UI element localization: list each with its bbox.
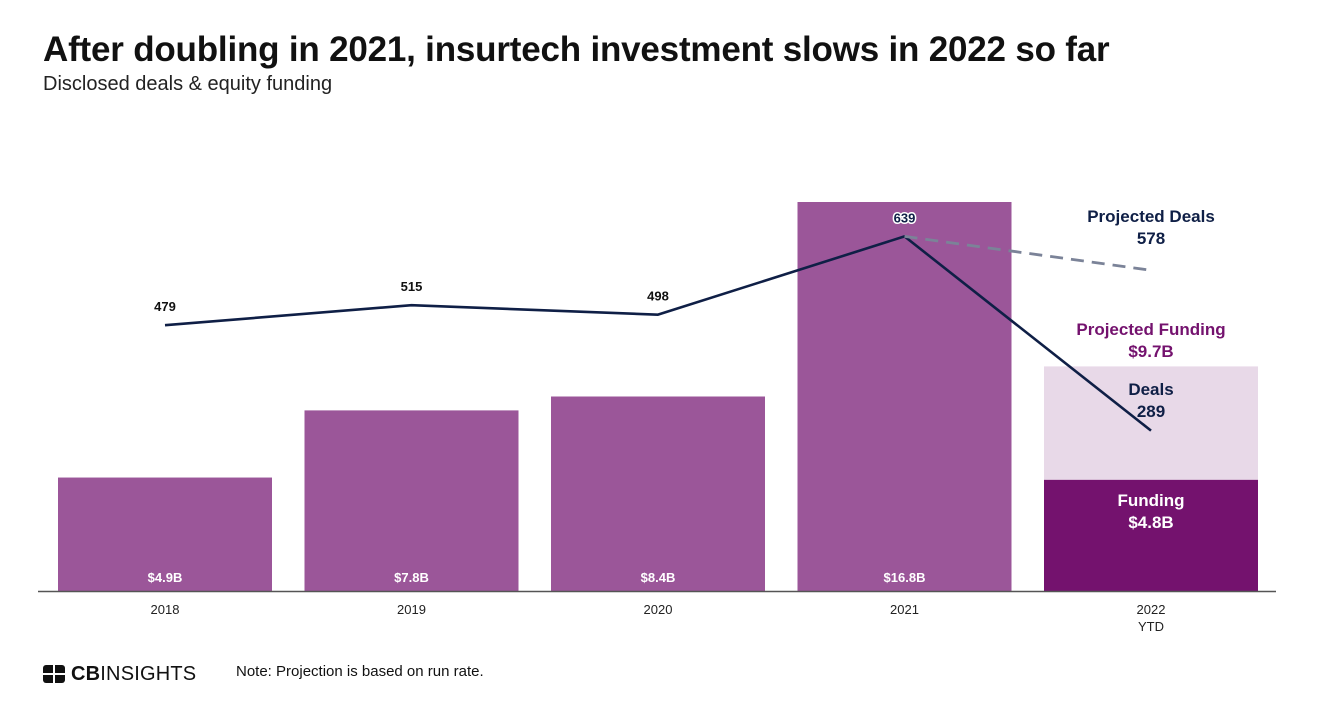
funding-bar-2021 bbox=[797, 202, 1012, 591]
projected-deals-value: 578 bbox=[1137, 229, 1165, 248]
funding-bar-2020 bbox=[551, 396, 765, 591]
projected-funding-value: $9.7B bbox=[1128, 342, 1173, 361]
deals-label-2021: 639 bbox=[894, 210, 916, 225]
chart-title: After doubling in 2021, insurtech invest… bbox=[43, 30, 1110, 69]
funding-2022-value: $4.8B bbox=[1128, 513, 1173, 532]
deals-2022-title: Deals bbox=[1128, 380, 1173, 399]
x-tick-label-2018: 2018 bbox=[151, 602, 180, 617]
funding-2022-title: Funding bbox=[1117, 491, 1184, 510]
funding-label-2018: $4.9B bbox=[148, 570, 183, 585]
deals-label-2019: 515 bbox=[401, 279, 423, 294]
deals-line bbox=[164, 235, 1152, 432]
logo-text: CBINSIGHTS bbox=[71, 663, 196, 686]
x-tick-sublabel-2022: YTD bbox=[1138, 619, 1164, 634]
cb-insights-logo-icon bbox=[43, 665, 65, 683]
funding-label-2019: $7.8B bbox=[394, 570, 429, 585]
x-tick-label-2019: 2019 bbox=[397, 602, 426, 617]
funding-label-2020: $8.4B bbox=[641, 570, 676, 585]
x-tick-label-2021: 2021 bbox=[890, 602, 919, 617]
funding-bar-2019 bbox=[304, 410, 519, 591]
funding-bar-2022 bbox=[1044, 479, 1258, 591]
projected-deals-title: Projected Deals bbox=[1087, 207, 1215, 226]
logo-text-rest: INSIGHTS bbox=[100, 662, 197, 685]
deals-2022-value: 289 bbox=[1137, 402, 1165, 421]
x-tick-label-2020: 2020 bbox=[644, 602, 673, 617]
chart-subtitle: Disclosed deals & equity funding bbox=[43, 73, 333, 95]
funding-bar-2018 bbox=[58, 477, 272, 591]
logo-text-bold: CB bbox=[71, 662, 101, 685]
funding-label-2021: $16.8B bbox=[884, 570, 926, 585]
footnote: Note: Projection is based on run rate. bbox=[236, 663, 484, 680]
x-tick-label-2022: 2022 bbox=[1137, 602, 1166, 617]
deals-label-2018: 479 bbox=[154, 299, 176, 314]
deals-label-2020: 498 bbox=[647, 289, 669, 304]
projected-funding-title: Projected Funding bbox=[1076, 320, 1225, 339]
cb-insights-logo: CBINSIGHTS bbox=[43, 661, 196, 687]
